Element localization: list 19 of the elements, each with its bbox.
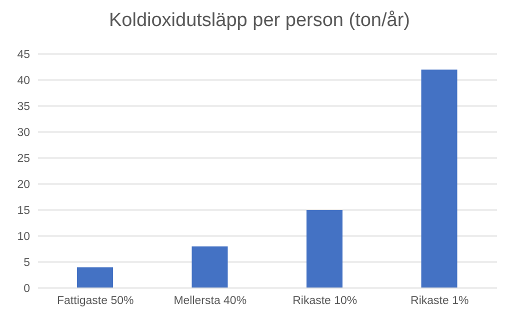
y-tick-label: 10 [17,231,30,244]
x-tick-label: Rikaste 10% [292,295,358,308]
y-tick-label: 15 [17,205,30,218]
chart-title: Koldioxidutsläpp per person (ton/år) [108,10,411,32]
y-tick-label: 35 [17,101,30,114]
x-tick-label: Mellersta 40% [174,295,247,308]
x-tick-label: Rikaste 1% [410,295,469,308]
bar [306,210,342,288]
y-tick-label: 20 [17,179,30,192]
bar [77,267,113,288]
y-tick-label: 5 [24,257,30,270]
y-tick-label: 25 [17,153,30,166]
x-tick-label: Fattigaste 50% [57,295,134,308]
y-tick-label: 45 [17,49,30,62]
y-tick-label: 0 [24,283,30,296]
bar [192,246,228,288]
y-tick-label: 40 [17,75,30,88]
bar [421,70,458,288]
y-tick-label: 30 [17,127,30,140]
